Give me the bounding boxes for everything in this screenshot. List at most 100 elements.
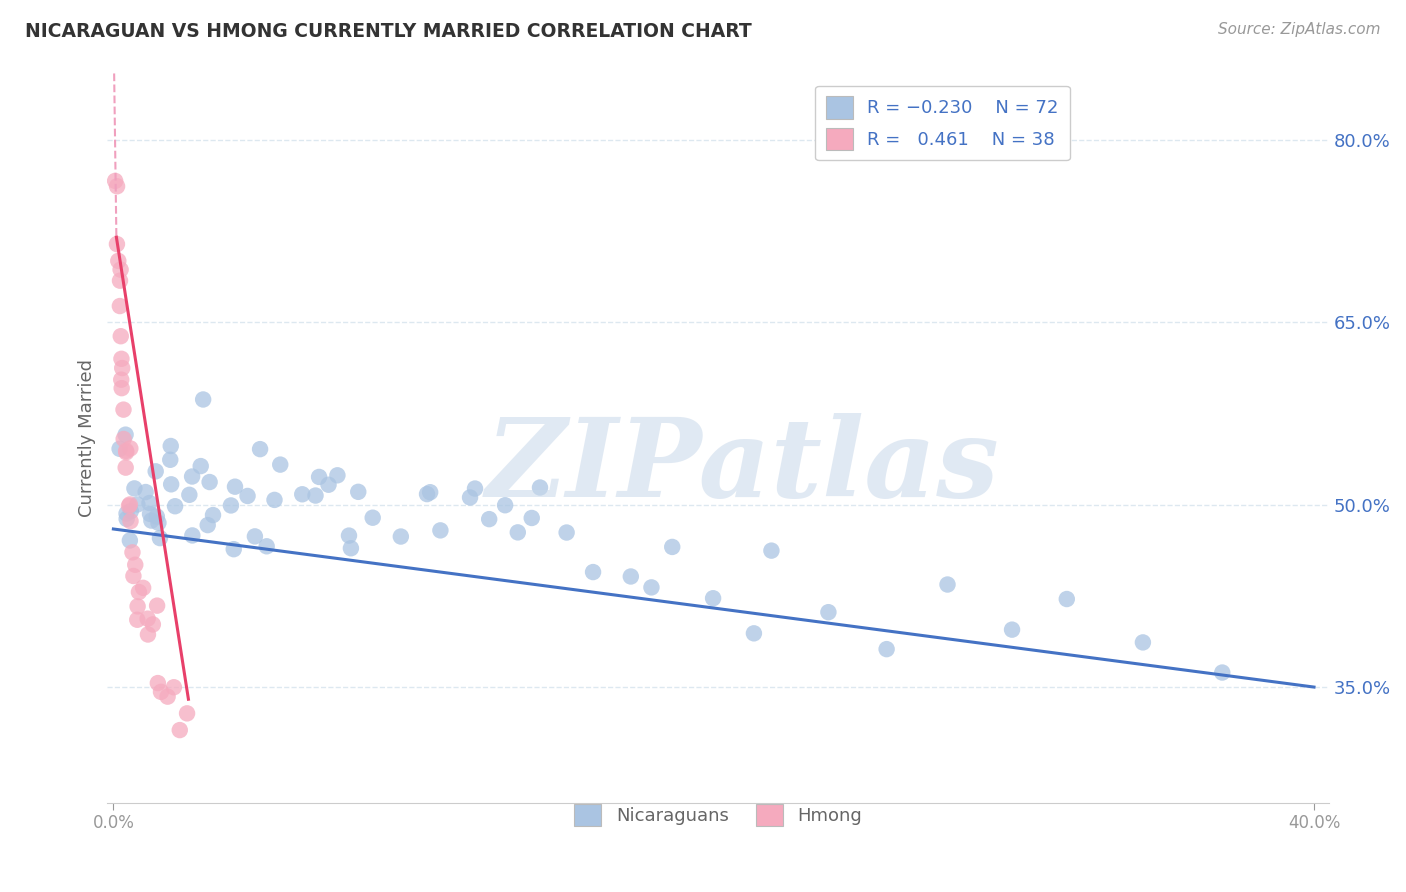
Point — [127, 498, 149, 512]
Point — [114, 427, 136, 442]
Point — [139, 507, 162, 521]
Point — [121, 545, 143, 559]
Point — [742, 626, 765, 640]
Point — [146, 509, 169, 524]
Point — [318, 477, 340, 491]
Point — [249, 442, 271, 457]
Point — [148, 516, 170, 530]
Point — [136, 627, 159, 641]
Point — [1056, 592, 1078, 607]
Point — [146, 599, 169, 613]
Point — [936, 577, 959, 591]
Point — [256, 539, 278, 553]
Point — [269, 458, 291, 472]
Point — [198, 475, 221, 489]
Point — [150, 685, 173, 699]
Point — [458, 491, 481, 505]
Point — [620, 569, 643, 583]
Text: NICARAGUAN VS HMONG CURRENTLY MARRIED CORRELATION CHART: NICARAGUAN VS HMONG CURRENTLY MARRIED CO… — [25, 22, 752, 41]
Point — [160, 477, 183, 491]
Point — [201, 508, 224, 522]
Point — [169, 723, 191, 737]
Point — [263, 492, 285, 507]
Point — [1211, 665, 1233, 680]
Point — [127, 613, 149, 627]
Point — [107, 253, 129, 268]
Point — [222, 542, 245, 557]
Point — [419, 485, 441, 500]
Point — [337, 528, 360, 542]
Point — [181, 469, 204, 483]
Point — [115, 445, 138, 459]
Point — [149, 531, 172, 545]
Point — [118, 533, 141, 548]
Point — [110, 373, 132, 387]
Point — [138, 496, 160, 510]
Point — [132, 581, 155, 595]
Point — [163, 680, 186, 694]
Point — [661, 540, 683, 554]
Point — [112, 402, 135, 417]
Point — [114, 460, 136, 475]
Point — [120, 504, 142, 518]
Point — [236, 489, 259, 503]
Point — [108, 274, 131, 288]
Point — [110, 351, 132, 366]
Point — [582, 565, 605, 579]
Point — [128, 585, 150, 599]
Point — [112, 432, 135, 446]
Point — [142, 617, 165, 632]
Point — [179, 488, 201, 502]
Text: ZIPatlas: ZIPatlas — [485, 413, 1000, 521]
Point — [464, 482, 486, 496]
Point — [181, 528, 204, 542]
Point — [146, 676, 169, 690]
Point — [347, 484, 370, 499]
Point — [141, 514, 163, 528]
Point — [340, 541, 363, 556]
Point — [105, 237, 128, 252]
Point — [110, 262, 132, 277]
Point — [817, 605, 839, 619]
Point — [111, 381, 134, 395]
Point — [304, 489, 326, 503]
Point — [291, 487, 314, 501]
Point — [108, 299, 131, 313]
Point — [555, 525, 578, 540]
Point — [494, 498, 516, 512]
Point — [108, 442, 131, 456]
Point — [478, 512, 501, 526]
Point — [124, 558, 146, 572]
Point — [520, 511, 543, 525]
Point — [191, 392, 214, 407]
Point — [361, 510, 384, 524]
Point — [640, 581, 662, 595]
Point — [165, 500, 187, 514]
Point — [120, 514, 142, 528]
Point — [219, 499, 242, 513]
Point — [1132, 635, 1154, 649]
Point — [702, 591, 724, 606]
Point — [416, 487, 439, 501]
Point — [197, 518, 219, 533]
Point — [127, 599, 149, 614]
Point — [115, 512, 138, 526]
Point — [1001, 623, 1024, 637]
Point — [104, 174, 127, 188]
Point — [190, 459, 212, 474]
Point — [135, 485, 157, 500]
Point — [124, 482, 146, 496]
Point — [145, 464, 167, 478]
Point — [118, 499, 141, 513]
Point — [122, 569, 145, 583]
Point — [224, 480, 246, 494]
Point — [105, 179, 128, 194]
Point — [110, 329, 132, 343]
Point — [159, 452, 181, 467]
Point — [389, 529, 412, 543]
Point — [136, 612, 159, 626]
Point — [115, 443, 138, 458]
Point — [118, 498, 141, 512]
Point — [761, 543, 783, 558]
Point — [120, 442, 142, 456]
